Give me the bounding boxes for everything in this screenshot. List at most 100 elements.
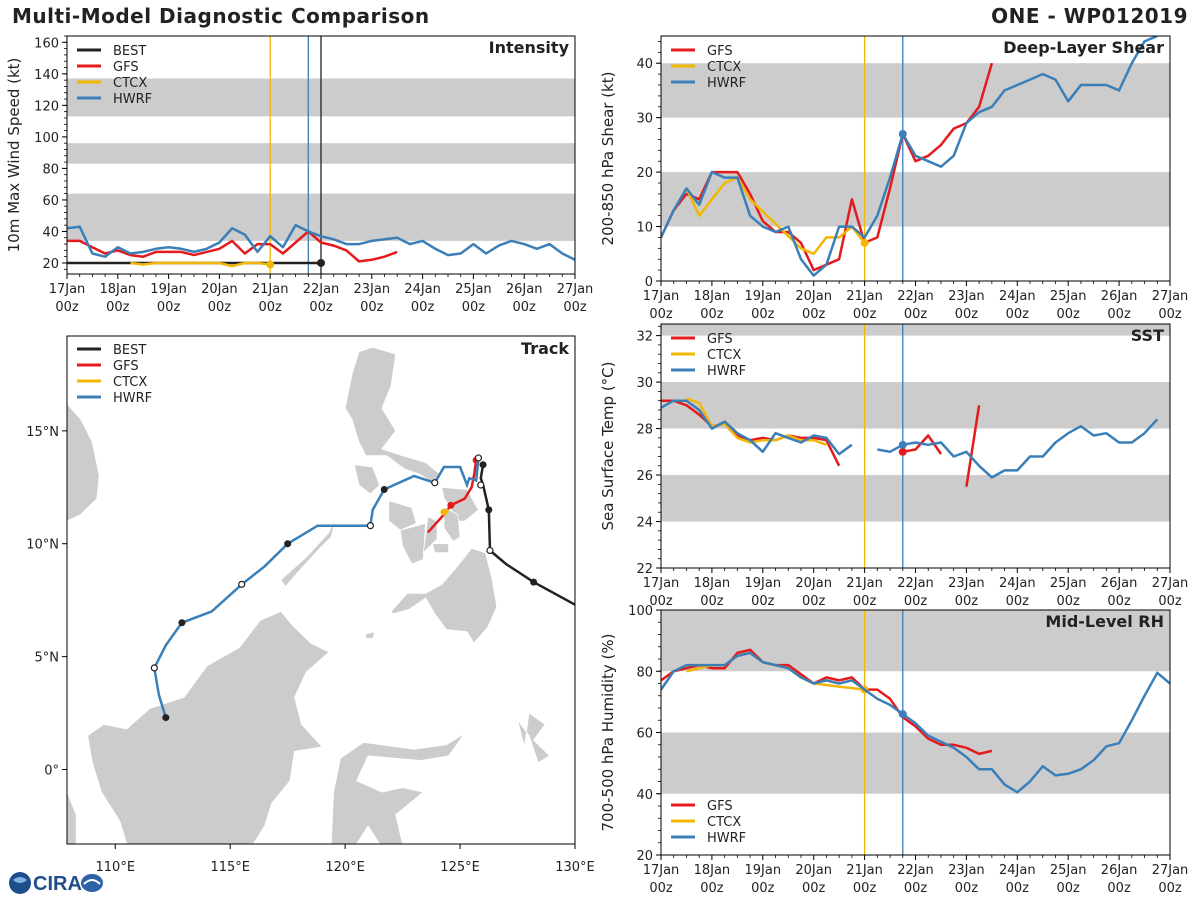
track-gfs-point — [447, 501, 455, 509]
track-hwrf-open-point — [474, 454, 483, 462]
legend-label: GFS — [113, 359, 139, 374]
y-axis-label: Sea Surface Temp (°C) — [599, 361, 617, 530]
track-hwrf-point — [380, 486, 388, 494]
x-tick-sublabel: 00z — [751, 307, 775, 322]
y-tick-label: 15°N — [26, 425, 59, 440]
x-tick-sublabel: 00z — [955, 307, 979, 322]
chart-title: Deep-Layer Shear — [1003, 38, 1164, 57]
y-tick-label: 30 — [636, 376, 653, 391]
x-tick-label: 17Jan — [643, 289, 680, 304]
x-tick-label: 19Jan — [745, 863, 782, 878]
cira-logo: CIRA — [9, 872, 103, 895]
y-tick-label: 24 — [636, 516, 653, 531]
track-best-open-point — [477, 481, 485, 489]
track-hwrf-open-point — [366, 522, 375, 530]
x-tick-label: 17Jan — [49, 282, 86, 297]
sulawesi-landmass — [330, 733, 466, 844]
series-hwrf-line — [877, 418, 1159, 479]
bohol-landmass — [431, 543, 450, 554]
x-tick-label: 110°E — [96, 860, 136, 875]
series-ctcx-marker — [860, 238, 869, 247]
mindoro-landmass — [353, 464, 381, 495]
track-best-point — [479, 461, 487, 469]
panay-landmass — [388, 500, 417, 531]
x-tick-label: 27Jan — [1152, 863, 1189, 878]
series-hwrf-line — [67, 223, 575, 261]
x-tick-label: 22Jan — [897, 863, 934, 878]
x-tick-label: 25Jan — [1050, 863, 1087, 878]
x-tick-label: 23Jan — [948, 863, 985, 878]
y-tick-label: 20 — [636, 166, 653, 181]
x-tick-label: 19Jan — [745, 289, 782, 304]
x-tick-sublabel: 00z — [1158, 881, 1182, 896]
y-tick-label: 0° — [44, 763, 59, 778]
y-tick-label: 10°N — [26, 538, 59, 553]
y-tick-label: 22 — [636, 562, 653, 577]
series-ctcx-marker — [266, 260, 275, 269]
chart-sst: 22 24 26 28 30 32 17Jan 00z 18Jan 00z 19Jan 00z 20Ja… — [599, 323, 1189, 609]
y-tick-label: 40 — [42, 225, 59, 240]
x-tick-label: 22Jan — [897, 576, 934, 591]
series-hwrf-line — [661, 399, 853, 456]
y-tick-label: 140 — [34, 68, 59, 83]
chart-intensity: 20 40 60 80 100 120 140 160 17Jan 00z 18Jan 00z 19Ja… — [5, 35, 593, 315]
chart-rh: 20 40 60 80 100 17Jan 00z 18Jan 00z 19Jan 00z 20Jan… — [599, 604, 1188, 896]
legend-label: GFS — [707, 44, 733, 59]
y-tick-label: 160 — [34, 36, 59, 51]
x-tick-sublabel: 00z — [802, 594, 826, 609]
x-tick-label: 23Jan — [948, 289, 985, 304]
x-tick-label: 18Jan — [694, 289, 731, 304]
series-gfs-marker — [898, 447, 907, 456]
halmahera-landmass — [517, 712, 551, 764]
y-axis-label: 200-850 hPa Shear (kt) — [599, 72, 617, 246]
x-tick-label: 26Jan — [1101, 863, 1138, 878]
shade-band — [661, 63, 1170, 118]
y-tick-label: 60 — [636, 727, 653, 742]
x-tick-label: 18Jan — [100, 282, 137, 297]
track-hwrf-open-point — [150, 664, 158, 672]
x-tick-label: 115°E — [210, 860, 250, 875]
x-tick-sublabel: 00z — [649, 594, 673, 609]
y-tick-label: 60 — [42, 194, 59, 209]
x-tick-label: 18Jan — [694, 863, 731, 878]
series-hwrf-line — [661, 36, 1158, 277]
y-tick-label: 20 — [42, 257, 59, 272]
x-tick-sublabel: 00z — [563, 300, 587, 315]
luzon-landmass — [344, 346, 440, 486]
x-tick-sublabel: 00z — [1006, 881, 1030, 896]
legend-label: CTCX — [707, 348, 741, 363]
series-hwrf-marker — [898, 440, 907, 449]
y-tick-label: 100 — [628, 604, 653, 619]
storm-id: ONE - WP012019 — [991, 4, 1188, 28]
x-tick-sublabel: 00z — [208, 300, 232, 315]
x-tick-sublabel: 00z — [1107, 307, 1131, 322]
x-tick-label: 27Jan — [1152, 576, 1189, 591]
shade-band — [661, 610, 1170, 672]
mindanao-landmass — [390, 547, 498, 644]
x-tick-sublabel: 00z — [1158, 594, 1182, 609]
x-tick-label: 21Jan — [846, 863, 883, 878]
track-hwrf-open-point — [238, 580, 246, 588]
y-tick-label: 80 — [42, 162, 59, 177]
landmass — [67, 346, 551, 844]
x-tick-label: 26Jan — [1101, 576, 1138, 591]
negros-landmass — [399, 522, 427, 565]
borneo-landmass — [87, 610, 330, 844]
track-ctcx-point — [440, 508, 448, 516]
x-tick-sublabel: 00z — [106, 300, 130, 315]
x-tick-sublabel: 00z — [955, 881, 979, 896]
chart-title: Track — [521, 339, 569, 358]
x-tick-label: 23Jan — [354, 282, 391, 297]
legend-label: HWRF — [707, 364, 746, 379]
leyte-landmass — [443, 506, 461, 543]
track-hwrf-point — [178, 619, 186, 627]
x-tick-sublabel: 00z — [853, 881, 877, 896]
track-best-point — [530, 578, 538, 586]
palawan-landmass — [280, 516, 337, 588]
x-tick-label: 24Jan — [404, 282, 441, 297]
legend-label: CTCX — [707, 815, 741, 830]
series-gfs-line — [661, 648, 993, 756]
x-tick-label: 26Jan — [1101, 289, 1138, 304]
y-tick-label: 40 — [636, 57, 653, 72]
